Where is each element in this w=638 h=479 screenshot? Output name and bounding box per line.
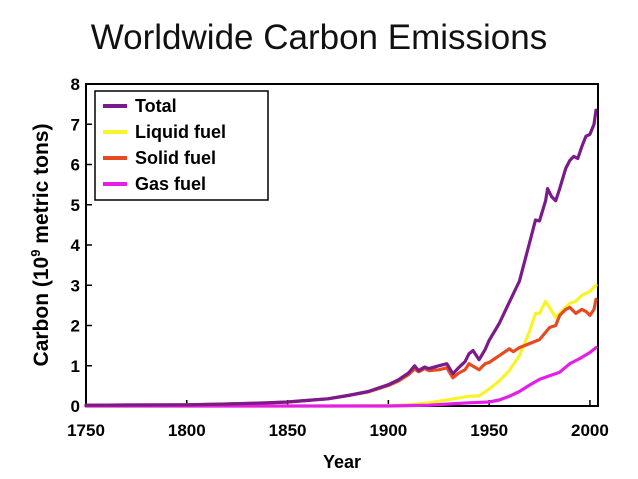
- legend-label: Total: [135, 96, 177, 116]
- x-tick-label: 1750: [67, 421, 105, 440]
- legend-box: [94, 90, 269, 201]
- y-tick-label: 8: [71, 75, 80, 94]
- y-tick-label: 7: [71, 115, 80, 134]
- y-tick-label: 5: [71, 196, 80, 215]
- chart-title: Worldwide Carbon Emissions: [90, 18, 548, 57]
- x-tick-label: 1800: [168, 421, 206, 440]
- y-axis-label: Carbon (109 metric tons): [28, 124, 53, 367]
- series-line-gas-fuel: [84, 346, 598, 408]
- series-line-liquid-fuel: [84, 283, 598, 408]
- y-tick-label: 3: [71, 276, 80, 295]
- y-tick-label: 4: [71, 236, 81, 255]
- x-tick-label: 1900: [369, 421, 407, 440]
- y-tick-label: 1: [71, 357, 80, 376]
- x-axis-label: Year: [323, 452, 361, 472]
- x-tick-label: 1950: [470, 421, 508, 440]
- y-tick-label: 2: [71, 317, 80, 336]
- legend-label: Liquid fuel: [135, 122, 226, 142]
- legend-label: Gas fuel: [135, 174, 206, 194]
- y-tick-label: 0: [71, 397, 80, 416]
- series-line-total: [84, 108, 598, 407]
- y-tick-label: 6: [71, 156, 80, 175]
- x-tick-label: 1850: [269, 421, 307, 440]
- x-tick-label: 2000: [571, 421, 609, 440]
- legend-label: Solid fuel: [135, 148, 216, 168]
